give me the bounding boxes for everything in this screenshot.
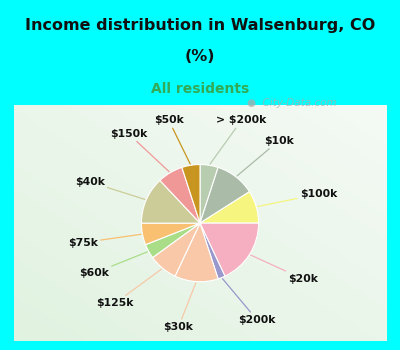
- Text: $20k: $20k: [251, 255, 318, 284]
- Text: $75k: $75k: [68, 234, 141, 247]
- Wedge shape: [160, 167, 200, 223]
- Text: $150k: $150k: [110, 129, 169, 172]
- Wedge shape: [146, 223, 200, 258]
- Text: $10k: $10k: [237, 136, 294, 176]
- Wedge shape: [152, 223, 200, 276]
- Text: > $200k: > $200k: [210, 116, 266, 164]
- Wedge shape: [200, 223, 258, 276]
- Text: $40k: $40k: [75, 177, 145, 199]
- Text: $30k: $30k: [164, 283, 196, 332]
- Text: All residents: All residents: [151, 83, 249, 97]
- Wedge shape: [200, 167, 250, 223]
- Text: $200k: $200k: [222, 279, 276, 325]
- Wedge shape: [200, 223, 225, 279]
- Wedge shape: [182, 164, 200, 223]
- Text: $125k: $125k: [96, 269, 162, 308]
- Text: (%): (%): [185, 49, 215, 64]
- Text: $60k: $60k: [79, 252, 147, 278]
- Wedge shape: [200, 164, 218, 223]
- Wedge shape: [200, 192, 258, 223]
- Text: $50k: $50k: [154, 116, 190, 164]
- Text: ●  City-Data.com: ● City-Data.com: [248, 98, 337, 108]
- Wedge shape: [175, 223, 218, 282]
- Text: Income distribution in Walsenburg, CO: Income distribution in Walsenburg, CO: [25, 18, 375, 33]
- Wedge shape: [142, 223, 200, 245]
- Text: $100k: $100k: [258, 189, 337, 206]
- Wedge shape: [142, 180, 200, 223]
